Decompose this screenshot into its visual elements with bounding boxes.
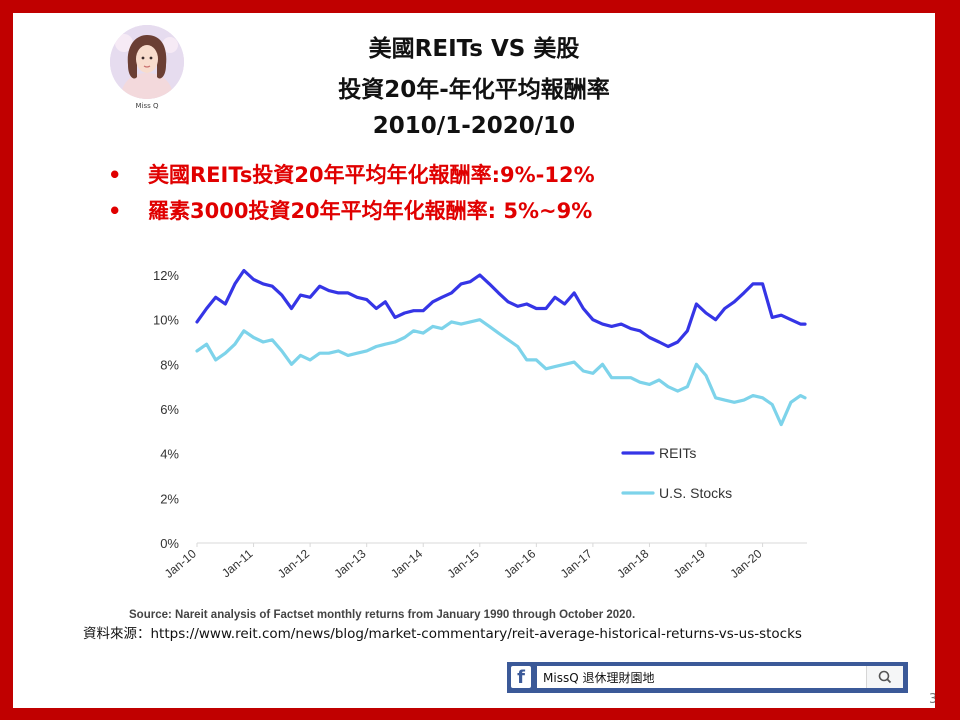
x-tick-label: Jan-19 (671, 546, 708, 581)
bullet-symbol: • (108, 199, 122, 223)
slide-title-line-3: 2010/1-2020/10 (372, 113, 576, 139)
x-tick-label: Jan-20 (727, 546, 764, 581)
slide-title-line-1: 美國REITs VS 美股 (368, 36, 580, 62)
us-stocks-line (195, 318, 807, 427)
avatar (110, 25, 184, 99)
x-tick-label: Jan-15 (445, 546, 482, 581)
slide-title-line-2: 投資20年-年化平均報酬率 (338, 77, 610, 103)
x-tick-label: Jan-12 (275, 546, 312, 581)
bullet-symbol: • (108, 163, 122, 187)
facebook-search-bar[interactable]: f MissQ 退休理財園地 (507, 662, 908, 693)
avatar-caption: Miss Q (135, 102, 159, 110)
legend-us-stocks-label: U.S. Stocks (659, 485, 732, 501)
bullet-text: 美國REITs投資20年平均年化報酬率:9%-12% (148, 163, 595, 187)
bullet-item: • 美國REITs投資20年平均年化報酬率:9%-12% (108, 157, 888, 193)
bullet-list: • 美國REITs投資20年平均年化報酬率:9%-12% • 羅素3000投資20年… (108, 157, 888, 229)
legend-reits-label: REITs (659, 445, 696, 461)
slide-number: 3 (929, 692, 935, 707)
search-button[interactable] (866, 666, 903, 688)
y-tick-label: 0% (160, 536, 179, 551)
y-tick-label: 2% (160, 491, 179, 506)
slide: Miss Q 美國REITs VS 美股 投資20年-年化平均報酬率 2010/… (13, 13, 935, 708)
search-input[interactable]: MissQ 退休理財園地 (537, 666, 903, 688)
y-tick-label: 8% (160, 357, 179, 372)
bullet-item: • 羅素3000投資20年平均年化報酬率: 5%~9% (108, 193, 888, 229)
source-citation: 資料來源：https://www.reit.com/news/blog/mark… (83, 626, 802, 642)
x-tick-label: Jan-16 (501, 546, 538, 581)
x-tick-label: Jan-17 (558, 546, 595, 581)
y-tick-label: 10% (153, 313, 179, 328)
x-tick-label: Jan-10 (162, 546, 199, 581)
y-tick-label: 4% (160, 447, 179, 462)
x-tick-label: Jan-11 (219, 546, 256, 580)
x-tick-label: Jan-13 (331, 546, 368, 581)
line-chart: 0% 2% 4% 6% 8% 10% 12% Jan-10 Jan-11 Jan-12 Jan-13… (129, 268, 807, 621)
bullet-text: 羅素3000投資20年平均年化報酬率: 5%~9% (148, 199, 593, 223)
chart-source-note: Source: Nareit analysis of Factset month… (129, 609, 635, 621)
search-input-text: MissQ 退休理財園地 (543, 671, 655, 685)
facebook-icon: f (511, 666, 531, 688)
x-tick-label: Jan-14 (388, 546, 425, 581)
reits-line (195, 268, 807, 349)
search-icon (878, 670, 892, 684)
y-tick-label: 6% (160, 402, 179, 417)
x-tick-label: Jan-18 (614, 546, 651, 581)
y-tick-label: 12% (153, 268, 179, 283)
